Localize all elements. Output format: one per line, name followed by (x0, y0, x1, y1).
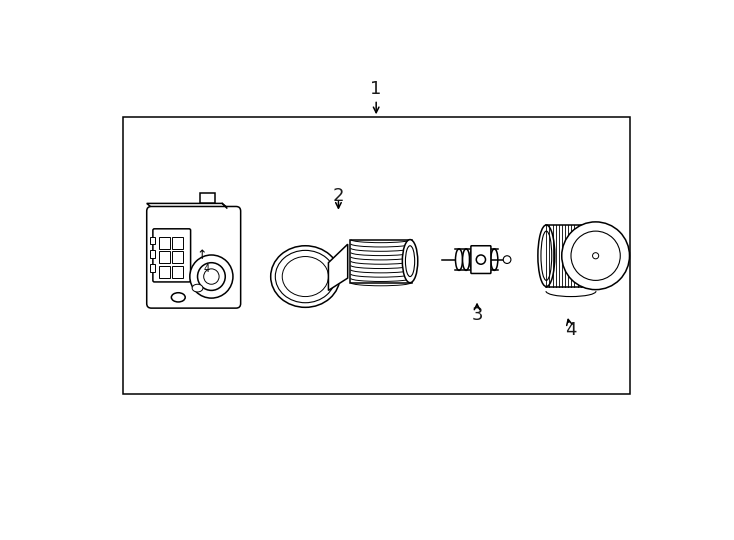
Text: 4: 4 (565, 321, 577, 340)
Circle shape (190, 255, 233, 298)
Bar (159, 237, 170, 249)
Bar (159, 251, 170, 264)
Text: 2: 2 (333, 187, 344, 205)
Ellipse shape (476, 249, 484, 271)
Bar (150, 251, 155, 258)
Circle shape (504, 256, 511, 264)
Ellipse shape (192, 284, 203, 292)
Bar (172, 266, 183, 278)
Bar (172, 251, 183, 264)
Ellipse shape (470, 249, 476, 271)
Ellipse shape (462, 249, 470, 271)
Ellipse shape (484, 249, 491, 271)
Bar (150, 237, 155, 244)
Circle shape (204, 269, 219, 284)
Ellipse shape (491, 249, 498, 271)
Circle shape (562, 222, 630, 289)
Text: 3: 3 (471, 306, 483, 324)
Bar (172, 237, 183, 249)
Ellipse shape (405, 246, 415, 276)
Circle shape (592, 253, 599, 259)
Ellipse shape (271, 246, 340, 307)
Ellipse shape (402, 240, 418, 283)
Text: 1: 1 (371, 80, 382, 98)
Bar (159, 266, 170, 278)
Polygon shape (147, 204, 231, 211)
Bar (123, 117, 630, 394)
Polygon shape (328, 244, 348, 291)
Circle shape (476, 255, 485, 264)
Text: 4: 4 (204, 264, 210, 274)
Ellipse shape (541, 231, 552, 280)
Circle shape (197, 262, 225, 291)
Ellipse shape (171, 293, 185, 302)
Ellipse shape (275, 251, 335, 303)
Circle shape (571, 231, 620, 280)
FancyBboxPatch shape (147, 206, 241, 308)
Ellipse shape (538, 225, 555, 287)
Ellipse shape (456, 249, 462, 271)
Polygon shape (200, 193, 215, 204)
FancyBboxPatch shape (153, 229, 191, 282)
FancyBboxPatch shape (471, 246, 491, 273)
Bar (150, 264, 155, 272)
Text: ↑: ↑ (196, 249, 207, 262)
Ellipse shape (283, 256, 328, 296)
Bar (350, 240, 412, 283)
Polygon shape (227, 208, 236, 299)
